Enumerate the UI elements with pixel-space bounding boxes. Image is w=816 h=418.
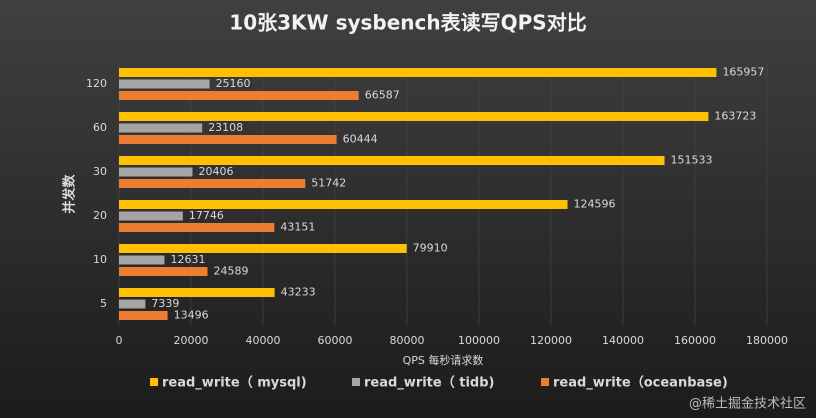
x-tick-label: 60000 <box>318 334 353 347</box>
bar <box>119 244 407 253</box>
value-label: 66587 <box>365 89 400 102</box>
value-label: 43233 <box>281 286 316 299</box>
value-label: 12631 <box>170 253 205 266</box>
value-label: 23108 <box>208 121 243 134</box>
bar <box>119 156 665 165</box>
bar <box>119 135 337 144</box>
bar <box>119 112 709 121</box>
bar <box>119 223 275 232</box>
x-tick-label: 40000 <box>246 334 281 347</box>
chart-title: 10张3KW sysbench表读写QPS对比 <box>229 11 586 35</box>
x-axis-title: QPS 每秒请求数 <box>403 353 484 367</box>
bar <box>119 311 168 320</box>
bar <box>119 211 183 221</box>
bar <box>119 288 275 297</box>
watermark: @稀土掘金技术社区 <box>689 396 806 412</box>
y-tick-label: 60 <box>93 121 107 134</box>
value-label: 17746 <box>189 209 224 222</box>
x-tick-label: 0 <box>116 334 123 347</box>
legend-label: read_write（oceanbase) <box>553 375 728 391</box>
legend-label: read_write（ tidb) <box>364 375 494 391</box>
value-label: 51742 <box>311 177 346 190</box>
legend-swatch <box>541 378 549 386</box>
value-label: 60444 <box>343 133 378 146</box>
bar <box>119 68 717 77</box>
value-label: 25160 <box>216 77 251 90</box>
y-tick-label: 10 <box>93 253 107 266</box>
legend-swatch <box>150 378 158 386</box>
y-tick-label: 20 <box>93 209 107 222</box>
x-tick-label: 100000 <box>458 334 500 347</box>
bar <box>119 91 359 100</box>
x-tick-label: 140000 <box>602 334 644 347</box>
value-label: 43151 <box>280 221 315 234</box>
value-label: 124596 <box>574 198 616 211</box>
bar <box>119 179 306 188</box>
bar <box>119 255 165 265</box>
y-tick-label: 120 <box>86 77 107 90</box>
bar <box>119 79 210 89</box>
value-label: 79910 <box>413 242 448 255</box>
value-label: 163723 <box>714 110 756 123</box>
y-axis-title: 并发数 <box>62 174 78 214</box>
value-label: 13496 <box>174 309 209 322</box>
bar <box>119 167 193 177</box>
legend-label: read_write（ mysql) <box>162 375 307 391</box>
bar <box>119 299 146 309</box>
value-label: 165957 <box>722 66 764 79</box>
bar <box>119 200 568 209</box>
bar <box>119 123 203 133</box>
legend-swatch <box>352 378 360 386</box>
x-tick-label: 80000 <box>390 334 425 347</box>
x-tick-label: 160000 <box>674 334 716 347</box>
x-tick-label: 180000 <box>746 334 788 347</box>
value-label: 7339 <box>151 297 179 310</box>
value-label: 20406 <box>198 165 233 178</box>
y-tick-label: 5 <box>100 297 107 310</box>
value-label: 24589 <box>214 265 249 278</box>
value-label: 151533 <box>671 154 713 167</box>
y-tick-label: 30 <box>93 165 107 178</box>
bar <box>119 267 208 276</box>
x-tick-label: 120000 <box>530 334 572 347</box>
x-tick-label: 20000 <box>174 334 209 347</box>
